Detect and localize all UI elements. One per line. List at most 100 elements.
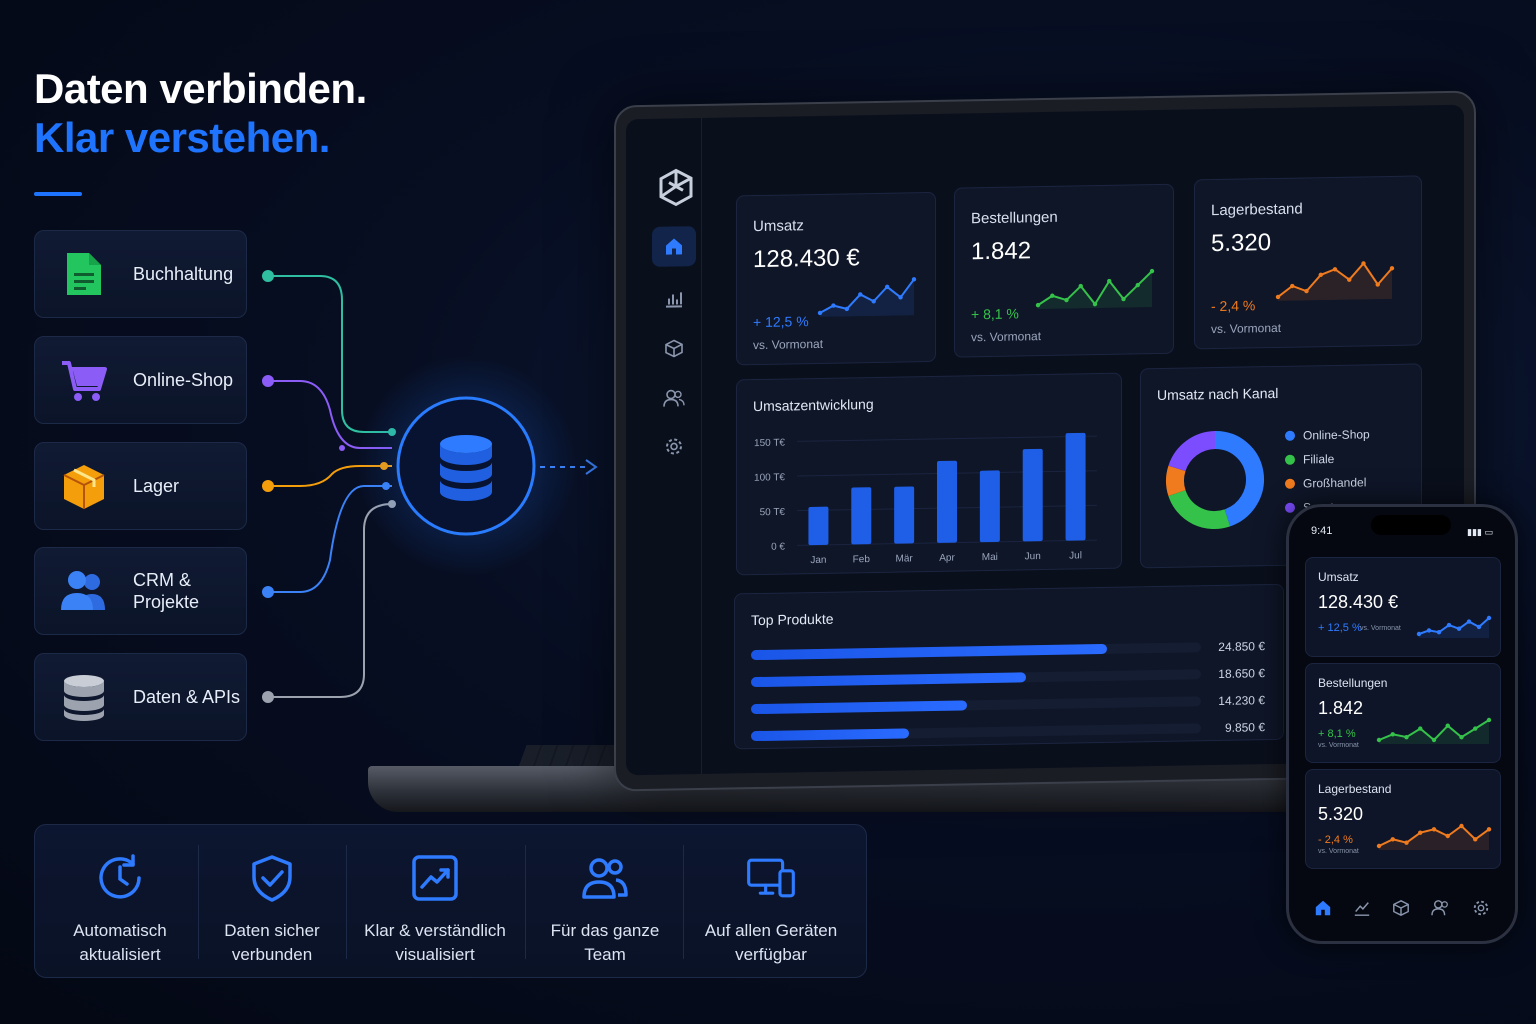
kpi-card-umsatz[interactable]: Umsatz 128.430 € + 12,5 % vs. Vormonat bbox=[736, 191, 936, 366]
feature-divider bbox=[198, 845, 199, 959]
kpi-value: 5.320 bbox=[1211, 229, 1272, 258]
umsatzentwicklung-panel[interactable]: Umsatzentwicklung 150 T€ 100 T€ 50 T€ 0 € Ja… bbox=[736, 372, 1122, 576]
kpi-card-bestellungen[interactable]: Bestellungen 1.842 + 8,1 % vs. Vormonat bbox=[954, 183, 1174, 358]
x-tick-label: Mai bbox=[982, 552, 998, 563]
cube-icon[interactable] bbox=[1392, 899, 1410, 917]
product-bar-2 bbox=[751, 669, 1201, 688]
shield-check-icon bbox=[252, 855, 292, 902]
kpi-sparkline bbox=[1035, 268, 1155, 310]
sparkline-point bbox=[1456, 626, 1462, 631]
sparkline-point bbox=[1486, 717, 1492, 723]
donut-slice bbox=[1214, 431, 1264, 527]
phone-notch bbox=[1371, 515, 1451, 535]
sparkline-point bbox=[1466, 619, 1472, 624]
phone-card-umsatz[interactable]: Umsatz 128.430 € + 12,5 % vs. Vormonat bbox=[1305, 557, 1501, 657]
sparkline-line bbox=[819, 278, 915, 314]
sparkline-point bbox=[1473, 726, 1478, 731]
source-daten-apis[interactable]: Daten & APIs bbox=[34, 653, 247, 741]
home-icon bbox=[666, 238, 682, 255]
feature-strip: Automatisch aktualisiert Daten sicher ve… bbox=[34, 824, 867, 978]
card-delta: + 12,5 % bbox=[1318, 622, 1362, 634]
sparkline-point bbox=[1361, 261, 1366, 266]
feature-label: Klar & verständlich visualisiert bbox=[364, 921, 506, 964]
product-bar-4 bbox=[751, 723, 1201, 742]
sparkline-point bbox=[1416, 631, 1422, 637]
legend-online-shop: Online-Shop bbox=[1285, 427, 1370, 442]
source-buchhaltung[interactable]: Buchhaltung bbox=[34, 230, 247, 318]
sparkline-point bbox=[1446, 622, 1452, 628]
phone-card-bestellungen[interactable]: Bestellungen 1.842 + 8,1 % vs. Vormonat bbox=[1305, 663, 1501, 763]
nav-home[interactable] bbox=[652, 226, 696, 267]
source-online-shop[interactable]: Online-Shop bbox=[34, 336, 247, 424]
sparkline-point bbox=[1486, 827, 1492, 832]
y-tick-label: 100 T€ bbox=[754, 472, 785, 484]
team-icon bbox=[582, 858, 628, 899]
sparkline-point bbox=[1418, 830, 1423, 835]
kpi-delta: + 12,5 % bbox=[753, 313, 809, 331]
product-value-4: 9.850 € bbox=[1224, 720, 1265, 735]
wire-crm bbox=[268, 485, 392, 593]
card-comparison: vs. Vormonat bbox=[1318, 742, 1359, 749]
laptop: Umsatz 128.430 € + 12,5 % vs. Vormonat B… bbox=[614, 90, 1476, 792]
settings-icon[interactable] bbox=[1472, 899, 1490, 917]
box-icon bbox=[63, 465, 105, 509]
kpi-delta: + 8,1 % bbox=[971, 305, 1019, 323]
x-tick-label: Feb bbox=[853, 554, 871, 565]
feature-label: Automatisch aktualisiert bbox=[73, 921, 167, 964]
trend-icon[interactable] bbox=[1353, 899, 1371, 917]
feature-automatisch: Automatisch aktualisiert bbox=[53, 825, 187, 977]
nav-users[interactable] bbox=[652, 378, 696, 419]
product-value-2: 18.650 € bbox=[1218, 666, 1265, 681]
y-tick-label: 0 € bbox=[771, 542, 785, 553]
source-crm-projekte[interactable]: CRM & Projekte bbox=[34, 547, 247, 635]
users-icon[interactable] bbox=[1431, 899, 1451, 917]
feature-label: Auf allen Geräten verfügbar bbox=[704, 921, 838, 964]
product-bar-1 bbox=[751, 642, 1201, 661]
spreadsheet-icon bbox=[67, 253, 101, 295]
sparkline-point bbox=[1431, 737, 1437, 743]
card-value: 5.320 bbox=[1318, 804, 1364, 824]
shopping-cart-icon bbox=[62, 361, 107, 401]
nav-products[interactable] bbox=[652, 328, 696, 369]
hub-database-icon bbox=[440, 435, 492, 501]
wire-online-shop bbox=[268, 380, 392, 449]
sparkline-point bbox=[1275, 294, 1281, 300]
sparkline-point bbox=[1064, 297, 1069, 303]
feature-label: Für das ganze Team bbox=[550, 921, 660, 964]
phone-time: 9:41 bbox=[1311, 525, 1333, 537]
clock-refresh-icon bbox=[99, 854, 141, 899]
sparkline-point bbox=[1149, 268, 1155, 274]
sparkline-point bbox=[1431, 827, 1437, 832]
hub-arrow-head bbox=[585, 459, 598, 475]
source-lager[interactable]: Lager bbox=[34, 442, 247, 530]
hub-ring bbox=[396, 396, 536, 536]
bar bbox=[979, 470, 1000, 543]
kpi-sparkline bbox=[1275, 261, 1395, 301]
product-bar-3 bbox=[751, 696, 1201, 715]
donut-slice bbox=[1166, 465, 1186, 496]
sparkline-point bbox=[1390, 837, 1395, 842]
phone-tabbar bbox=[1289, 893, 1515, 923]
sparkline-point bbox=[1459, 823, 1464, 829]
sparkline-point bbox=[1473, 837, 1478, 842]
home-icon[interactable] bbox=[1314, 899, 1332, 917]
umsatz-nach-kanal-panel[interactable]: Umsatz nach Kanal Online-Shop Filiale Gr… bbox=[1140, 363, 1422, 569]
x-tick-label: Jun bbox=[1025, 551, 1041, 562]
phone-card-lagerbestand[interactable]: Lagerbestand 5.320 - 2,4 % vs. Vormonat bbox=[1305, 769, 1501, 869]
bar bbox=[851, 487, 872, 545]
kpi-value: 128.430 € bbox=[753, 244, 860, 274]
x-tick-label: Jul bbox=[1069, 550, 1082, 561]
sparkline-point bbox=[911, 277, 917, 282]
sparkline-point bbox=[1107, 278, 1112, 284]
top-produkte-panel[interactable]: Top Produkte 24.850 € 18.650 € 14.230 € … bbox=[734, 583, 1284, 750]
nav-analytics[interactable] bbox=[652, 278, 696, 319]
feature-divider bbox=[346, 845, 347, 959]
kpi-card-lagerbestand[interactable]: Lagerbestand 5.320 - 2,4 % vs. Vormonat bbox=[1194, 175, 1422, 350]
umsatz-bar-chart: 150 T€ 100 T€ 50 T€ 0 € Jan Feb Mär Apr Mai Jun Ju… bbox=[754, 432, 1097, 566]
sparkline-point bbox=[1347, 277, 1352, 282]
kpi-title: Lagerbestand bbox=[1211, 200, 1303, 220]
feature-label: Daten sicher verbunden bbox=[224, 921, 320, 964]
card-delta: + 8,1 % bbox=[1318, 728, 1356, 740]
nav-settings[interactable] bbox=[652, 426, 696, 467]
